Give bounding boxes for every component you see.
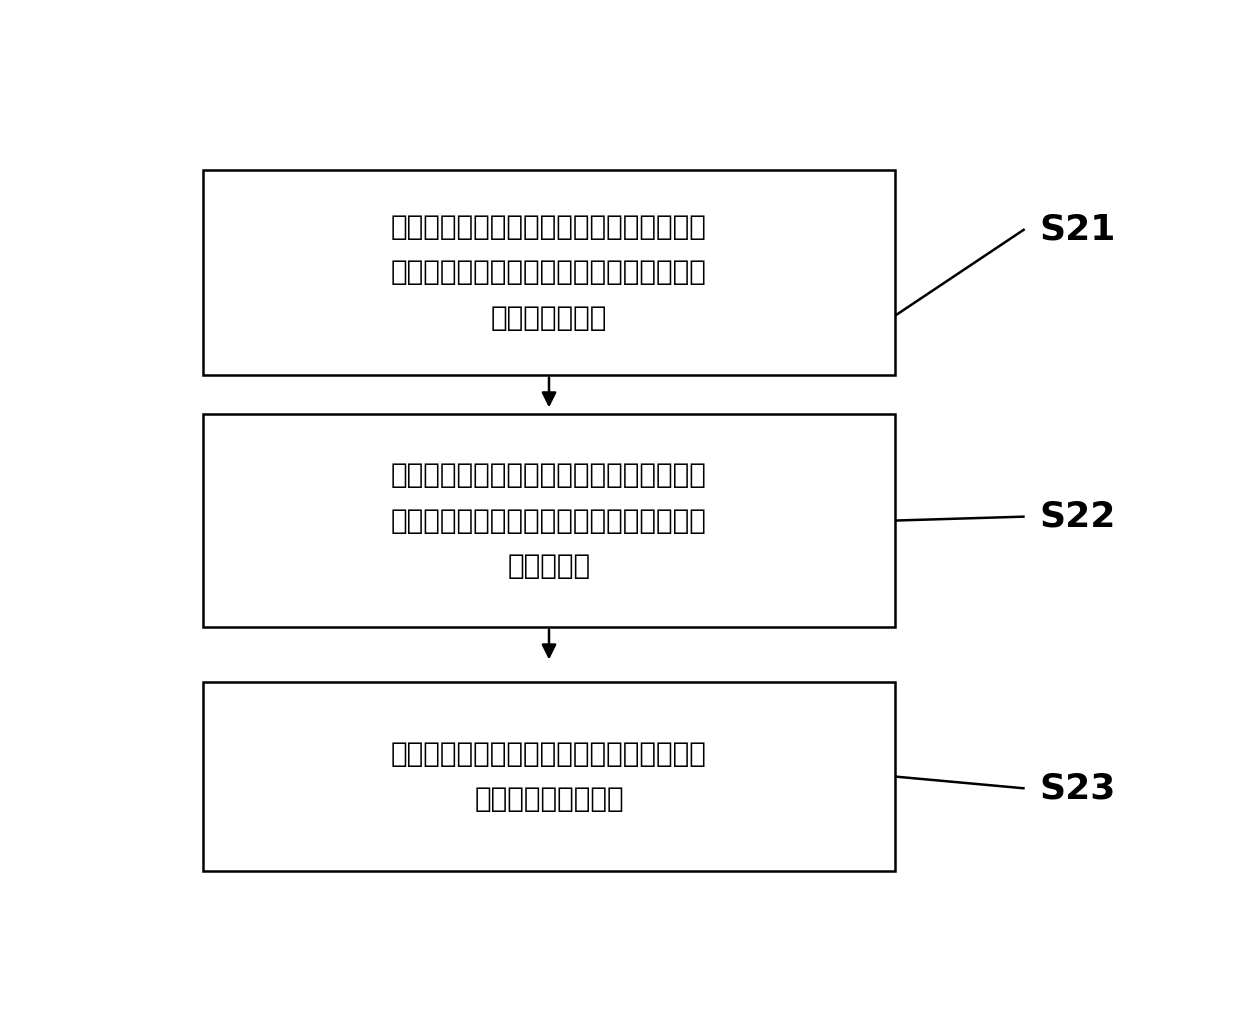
Bar: [203, 170, 895, 374]
Text: S22: S22: [1039, 499, 1116, 534]
Text: S21: S21: [1039, 212, 1116, 247]
Text: 接收服务器向参与所述即时视频通话的用户
发送的已实现脸部图像位置变换的即时视频
的发送请求: 接收服务器向参与所述即时视频通话的用户 发送的已实现脸部图像位置变换的即时视频 …: [391, 461, 707, 580]
Text: S23: S23: [1039, 771, 1116, 805]
Bar: [203, 414, 895, 627]
Bar: [203, 682, 895, 871]
Text: 提交脸部变换指令，所述脸部变换指令包含
用于实现脸部图像位置变换的第一脸部信息
与第二脸部信息: 提交脸部变换指令，所述脸部变换指令包含 用于实现脸部图像位置变换的第一脸部信息 …: [391, 213, 707, 332]
Text: 响应于所述发送请求，接收所述已实现脸部
位置变换的即时视频: 响应于所述发送请求，接收所述已实现脸部 位置变换的即时视频: [391, 740, 707, 813]
